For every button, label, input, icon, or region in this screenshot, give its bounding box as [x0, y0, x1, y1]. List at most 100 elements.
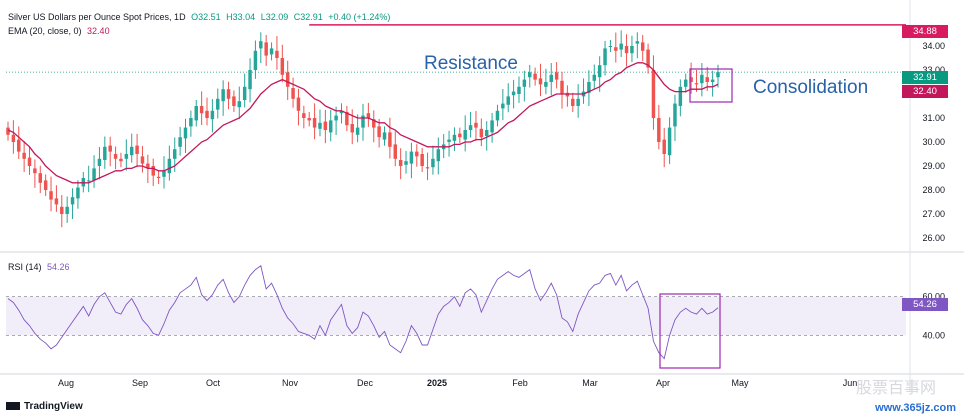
candle-body: [140, 156, 145, 164]
candle-body: [334, 115, 338, 121]
candle-body: [479, 128, 484, 138]
candle-body: [683, 79, 688, 87]
candle-body: [103, 146, 107, 160]
candle-body: [624, 46, 629, 54]
candle-body: [183, 127, 188, 139]
candle-body: [173, 149, 177, 159]
candle-body: [436, 149, 441, 162]
candle-body: [22, 152, 26, 159]
resistance-price-label: 34.88: [902, 25, 948, 38]
ohlc-high: H33.04: [226, 12, 256, 22]
candle-body: [603, 48, 607, 66]
candle-body: [296, 97, 301, 111]
consolidation-annotation: Consolidation: [753, 77, 869, 98]
candle-body: [280, 58, 285, 75]
tradingview-icon: [6, 402, 20, 411]
time-tick-label: Aug: [58, 378, 74, 388]
ema-price-label: 32.40: [902, 85, 948, 98]
ohlc-low: L32.09: [260, 12, 289, 22]
candle-body: [312, 118, 317, 128]
candle-body: [716, 72, 720, 78]
time-tick-label: Oct: [206, 378, 221, 388]
rsi-line: [7, 264, 719, 360]
candle-body: [592, 74, 597, 81]
rsi-group: [7, 264, 719, 360]
candle-body: [377, 126, 381, 138]
candle-body: [544, 82, 548, 87]
candle-body: [425, 167, 430, 169]
price-tick-label: 29.00: [922, 161, 945, 171]
candle-body: [705, 77, 709, 82]
price-tick-label: 27.00: [922, 209, 945, 219]
price-tick-label: 31.00: [922, 113, 945, 123]
candle-body: [210, 110, 215, 120]
candle-body: [468, 125, 473, 130]
candle-body: [517, 86, 521, 94]
candle-body: [54, 198, 59, 205]
candle-body: [129, 146, 134, 156]
candle-body: [393, 144, 398, 159]
candle-body: [420, 154, 424, 166]
candle-body: [651, 70, 656, 118]
candle-body: [269, 48, 274, 55]
candle-body: [146, 163, 150, 169]
time-tick-label: 2025: [427, 378, 447, 388]
tradingview-logo[interactable]: TradingView: [6, 401, 83, 412]
candle-body: [549, 74, 553, 82]
rsi-grid: [6, 296, 906, 336]
candle-body: [232, 96, 236, 106]
candle-body: [571, 98, 575, 106]
last-price-label: 32.91: [902, 71, 948, 84]
candle-body: [285, 72, 290, 87]
candle-body: [511, 91, 516, 96]
candle-body: [291, 88, 295, 99]
candle-body: [506, 96, 510, 105]
candle-body: [167, 158, 172, 174]
candle-body: [458, 133, 462, 138]
candle-body: [528, 72, 532, 78]
candle-body: [522, 79, 527, 87]
rsi-value: 54.26: [47, 262, 70, 272]
candle-body: [355, 127, 360, 135]
ohlc-open: O32.51: [191, 12, 221, 22]
candle-body: [302, 113, 306, 118]
candle-body: [205, 110, 209, 118]
candle-body: [92, 168, 96, 181]
candle-body: [490, 120, 494, 133]
tradingview-brand: TradingView: [24, 401, 83, 412]
rsi-label: RSI (14): [8, 262, 42, 272]
candle-body: [474, 122, 478, 128]
candle-body: [60, 206, 64, 214]
candle-body: [495, 110, 500, 121]
candle-body: [27, 157, 32, 166]
time-tick-label: Mar: [582, 378, 598, 388]
watermark-cn: 股票百事网: [855, 380, 936, 397]
ema-label: EMA (20, close, 0): [8, 26, 82, 36]
candle-body: [264, 42, 268, 56]
rsi-tick-label: 40.00: [922, 330, 945, 340]
candle-body: [501, 103, 505, 109]
candle-body: [43, 180, 48, 190]
candle-body: [614, 47, 618, 51]
candle-body: [694, 83, 699, 85]
candle-body: [484, 130, 489, 136]
candle-body: [635, 41, 640, 44]
rsi-highlight-box: [659, 293, 721, 369]
candle-body: [366, 113, 371, 118]
ohlc-close: C32.91: [293, 12, 323, 22]
candle-body: [597, 65, 602, 78]
price-tick-label: 33.00: [922, 65, 945, 75]
candle-body: [339, 110, 344, 114]
candle-body: [361, 115, 365, 128]
candle-body: [108, 145, 112, 152]
candle-body: [372, 119, 376, 128]
candle-body: [576, 98, 580, 106]
axes-group: 26.0027.0028.0029.0030.0031.0032.0033.00…: [58, 41, 945, 388]
candle-body: [49, 191, 53, 200]
price-tick-label: 30.00: [922, 137, 945, 147]
candle-body: [178, 137, 182, 147]
candle-body: [135, 145, 139, 154]
time-tick-label: Feb: [512, 378, 528, 388]
rsi-tick-label: 60.00: [922, 292, 945, 302]
time-tick-label: Dec: [357, 378, 374, 388]
